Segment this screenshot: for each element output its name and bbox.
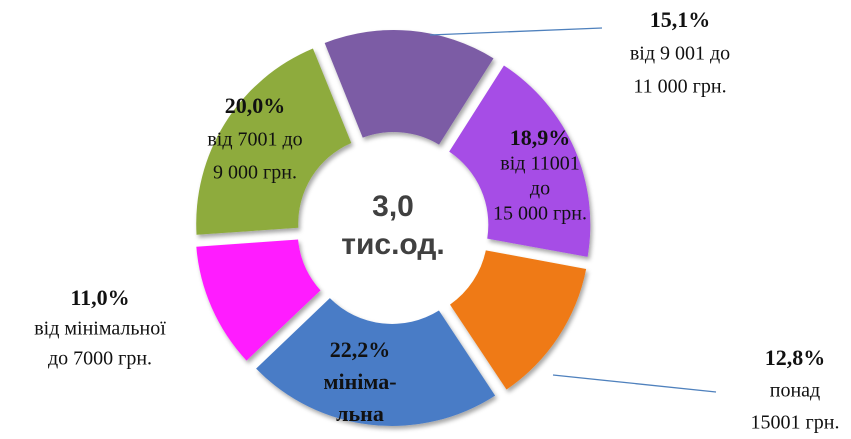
category-label: від мінімальної <box>34 318 166 340</box>
slices <box>196 30 591 426</box>
category-label: від 7001 до <box>207 129 302 151</box>
slice <box>196 239 321 361</box>
category-label: до 7000 грн. <box>48 348 152 370</box>
center-label: 3,0 <box>372 190 414 223</box>
value-label: 20,0% <box>225 93 286 118</box>
category-label: мініма- <box>323 369 396 394</box>
category-label: 9 000 грн. <box>213 162 297 184</box>
category-label: 15 000 грн. <box>493 203 587 225</box>
value-label: 18,9% <box>510 125 571 150</box>
category-label: понад <box>770 380 820 402</box>
value-label: 12,8% <box>765 345 826 370</box>
value-label: 15,1% <box>650 7 711 32</box>
slice <box>256 298 496 426</box>
slice <box>449 65 591 257</box>
value-label: 22,2% <box>330 337 391 362</box>
category-label: від 9 001 до <box>630 43 730 65</box>
category-label: від 11001 <box>500 153 579 175</box>
category-label: 15001 грн. <box>751 412 840 434</box>
leader-line <box>429 27 603 36</box>
slice <box>324 30 494 145</box>
leader-line <box>552 374 717 393</box>
category-label: 11 000 грн. <box>633 76 726 98</box>
category-label: до <box>530 178 550 200</box>
category-label: льна <box>336 401 384 426</box>
slice <box>450 250 587 390</box>
center-label: тис.од. <box>341 228 444 261</box>
value-label: 11,0% <box>70 285 129 310</box>
slice <box>196 48 352 235</box>
